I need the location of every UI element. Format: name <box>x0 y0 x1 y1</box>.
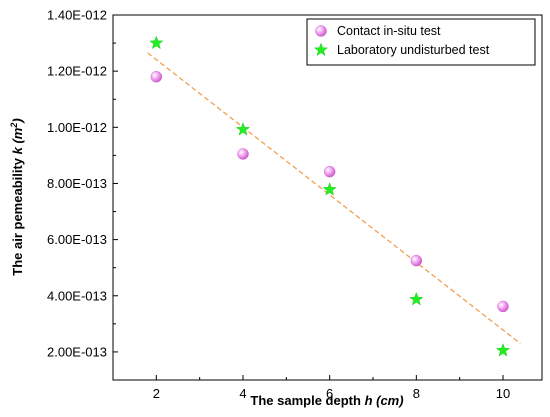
data-point-laboratory <box>149 35 164 50</box>
data-point-contact <box>150 71 163 83</box>
x-tick-label: 2 <box>153 386 160 401</box>
x-tick-label: 4 <box>239 386 246 401</box>
data-point-laboratory <box>409 291 424 306</box>
y-tick-label: 1.00E-012 <box>47 120 107 135</box>
data-point-contact <box>323 165 336 178</box>
data-point-contact <box>410 254 423 267</box>
legend-label-contact: Contact in-situ test <box>337 24 441 38</box>
data-point-laboratory <box>495 342 511 357</box>
trendline <box>147 52 521 345</box>
y-tick-label: 1.40E-012 <box>47 8 107 23</box>
y-axis-title: The air pemeability k (m2) <box>9 118 25 275</box>
legend-marker-star <box>313 42 329 57</box>
y-tick-label: 6.00E-013 <box>47 232 107 247</box>
y-tick-label: 2.00E-013 <box>47 344 107 359</box>
y-tick-label: 4.00E-013 <box>47 288 107 303</box>
data-point-contact <box>497 300 509 313</box>
data-point-laboratory <box>322 182 337 196</box>
trendline-group <box>147 52 521 345</box>
legend-label-laboratory: Laboratory undisturbed test <box>337 43 490 57</box>
legend-box <box>306 18 536 66</box>
data-points <box>149 35 511 357</box>
y-axis-ticks: 2.00E-013 4.00E-013 6.00E-013 8.00E-013 1.00… <box>47 8 118 359</box>
legend-marker-sphere <box>315 25 327 37</box>
plot-frame <box>112 14 543 381</box>
legend: Contact in-situ test Laboratory undistur… <box>306 18 536 66</box>
data-point-laboratory <box>235 122 251 136</box>
x-axis-title: The sample depth h (cm) <box>250 393 403 408</box>
data-point-contact <box>237 148 249 160</box>
x-axis-ticks: 2 4 6 8 10 <box>153 375 510 401</box>
y-tick-label: 1.20E-012 <box>47 64 107 79</box>
x-tick-label: 8 <box>413 386 420 401</box>
legend-item-laboratory: Laboratory undisturbed test <box>313 42 490 57</box>
legend-item-contact: Contact in-situ test <box>315 24 441 38</box>
x-tick-label: 10 <box>496 386 510 401</box>
y-tick-label: 8.00E-013 <box>47 176 107 191</box>
x-tick-label: 6 <box>326 386 333 401</box>
